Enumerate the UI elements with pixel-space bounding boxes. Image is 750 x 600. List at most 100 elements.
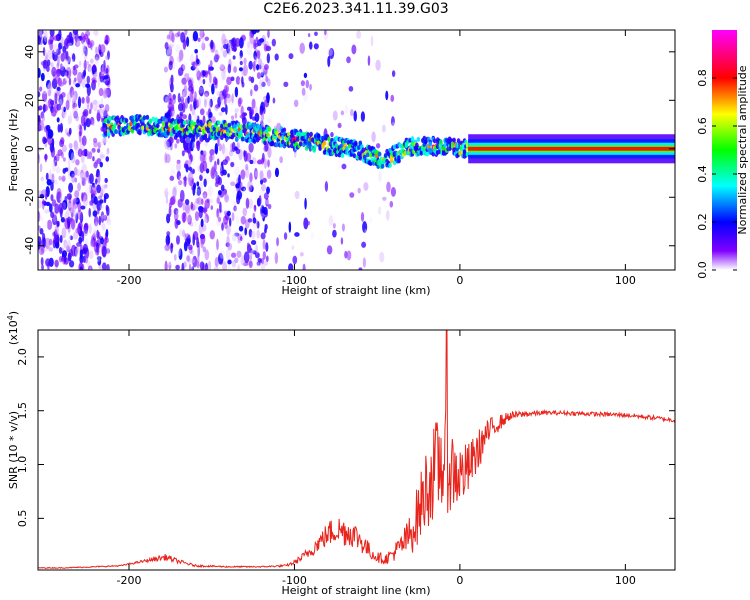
noise-speckle: [178, 55, 182, 63]
noise-speckle: [92, 99, 98, 112]
noise-speckle: [179, 189, 185, 202]
noise-speckle: [227, 63, 232, 74]
noise-speckle: [324, 30, 327, 36]
noise-speckle: [103, 59, 106, 72]
noise-speckle: [179, 96, 185, 104]
noise-speckle: [49, 169, 52, 178]
noise-speckle: [47, 49, 53, 60]
bottom-y-tick-label: 1.0: [16, 456, 29, 474]
noise-speckle: [61, 227, 67, 239]
ridge-cell: [377, 151, 382, 157]
noise-speckle: [390, 187, 397, 197]
ridge-cell: [141, 125, 145, 131]
noise-speckle: [185, 236, 191, 247]
noise-speckle: [223, 215, 229, 225]
noise-speckle: [185, 233, 191, 239]
noise-speckle: [42, 237, 47, 248]
noise-speckle: [240, 215, 246, 225]
noise-speckle: [77, 71, 83, 84]
noise-speckle: [72, 68, 78, 76]
noise-speckle: [44, 153, 48, 163]
noise-speckle: [88, 223, 92, 234]
noise-speckle: [252, 217, 257, 224]
noise-speckle: [188, 79, 193, 88]
noise-speckle: [87, 185, 92, 197]
noise-speckle: [104, 184, 108, 189]
noise-speckle: [346, 157, 351, 166]
ridge-cell: [115, 115, 120, 121]
noise-speckle: [76, 209, 83, 221]
noise-speckle: [100, 185, 105, 194]
noise-speckle: [96, 255, 101, 263]
noise-speckle: [222, 169, 227, 176]
ridge-cell: [267, 126, 272, 132]
noise-speckle: [219, 234, 223, 243]
noise-speckle: [203, 70, 209, 75]
noise-speckle: [74, 190, 80, 199]
noise-speckle: [187, 214, 192, 225]
ridge-cell: [103, 130, 108, 136]
noise-speckle: [223, 43, 229, 50]
noise-speckle: [92, 32, 96, 39]
noise-speckle: [288, 263, 294, 270]
noise-speckle: [192, 30, 199, 42]
noise-speckle: [243, 64, 248, 77]
noise-speckle: [92, 99, 98, 105]
noise-speckle: [177, 67, 184, 76]
ridge-cell: [102, 122, 106, 128]
noise-speckle: [94, 53, 100, 61]
noise-speckle: [337, 122, 342, 129]
ridge-cell: [142, 115, 147, 121]
noise-speckle: [260, 264, 266, 270]
noise-speckle: [51, 66, 57, 77]
noise-speckle: [293, 148, 297, 159]
ridge-cell: [352, 153, 357, 159]
noise-speckle: [274, 252, 279, 264]
noise-speckle: [173, 208, 179, 215]
noise-speckle: [81, 77, 86, 89]
noise-speckle: [185, 136, 191, 144]
noise-speckle: [75, 83, 81, 88]
colorbar-tick-label: 0.0: [696, 261, 709, 279]
noise-speckle: [264, 158, 267, 169]
noise-speckle: [100, 211, 105, 223]
noise-speckle: [45, 172, 49, 181]
bottom-y-axis-title: SNR (10 * v/v): [7, 411, 20, 489]
noise-speckle: [221, 222, 224, 231]
noise-speckle: [170, 74, 174, 85]
noise-speckle: [220, 165, 223, 173]
noise-speckle: [39, 216, 44, 222]
bottom-y-tick-label: 2.0: [16, 348, 29, 366]
noise-speckle: [83, 98, 87, 110]
noise-speckle: [40, 176, 45, 182]
noise-speckle: [256, 97, 260, 104]
noise-speckle: [212, 95, 216, 102]
noise-speckle: [240, 105, 244, 117]
noise-speckle: [368, 216, 373, 224]
noise-speckle: [250, 43, 254, 49]
colorbar: [712, 30, 737, 270]
noise-speckle: [346, 56, 351, 64]
noise-speckle: [92, 156, 95, 162]
noise-speckle: [195, 142, 200, 150]
noise-speckle: [68, 202, 73, 208]
noise-speckle: [332, 110, 338, 121]
noise-speckle: [237, 139, 243, 147]
top-x-axis-title: Height of straight line (km): [281, 284, 430, 297]
noise-speckle: [259, 170, 264, 181]
noise-speckle: [101, 63, 105, 75]
noise-speckle: [235, 37, 241, 48]
noise-speckle: [360, 211, 365, 222]
noise-speckle: [54, 225, 59, 236]
noise-speckle: [60, 106, 65, 111]
noise-speckle: [73, 203, 78, 216]
noise-speckle: [38, 86, 43, 92]
noise-speckle: [99, 44, 106, 54]
noise-speckle: [186, 141, 191, 154]
noise-speckle: [243, 57, 247, 65]
noise-speckle: [200, 218, 204, 228]
noise-speckle: [100, 237, 105, 245]
noise-speckle: [251, 88, 255, 98]
noise-speckle: [60, 64, 64, 71]
